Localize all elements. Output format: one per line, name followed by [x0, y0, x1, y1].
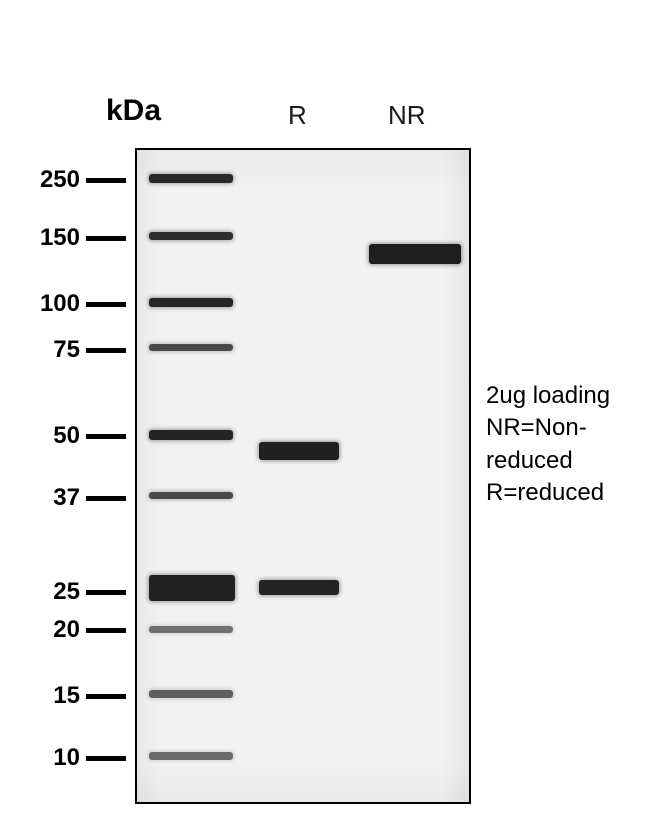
ladder-band — [149, 690, 233, 698]
ladder-band — [149, 626, 233, 633]
ladder-band — [149, 492, 233, 499]
mw-tick — [86, 348, 126, 353]
axis-title-kda: kDa — [106, 94, 161, 128]
ladder-band — [149, 174, 233, 183]
mw-label: 10 — [20, 744, 80, 772]
mw-tick — [86, 178, 126, 183]
mw-tick — [86, 496, 126, 501]
annotation-line-1: 2ug loading — [486, 380, 610, 412]
nr-lane-band — [369, 244, 461, 264]
mw-label: 15 — [20, 682, 80, 710]
annotation-line-4: R=reduced — [486, 477, 610, 509]
mw-tick — [86, 756, 126, 761]
mw-label: 100 — [20, 290, 80, 318]
annotation-line-2: NR=Non- — [486, 412, 610, 444]
mw-label: 50 — [20, 422, 80, 450]
ladder-band — [149, 575, 235, 601]
ladder-band — [149, 752, 233, 760]
mw-label: 75 — [20, 336, 80, 364]
ladder-band — [149, 298, 233, 307]
loading-annotation: 2ug loading NR=Non- reduced R=reduced — [486, 380, 610, 510]
gel-image — [135, 148, 471, 804]
r-lane-band — [259, 442, 339, 460]
mw-tick — [86, 628, 126, 633]
lane-header-r: R — [288, 100, 307, 131]
mw-tick — [86, 590, 126, 595]
mw-label: 250 — [20, 166, 80, 194]
mw-tick — [86, 694, 126, 699]
r-lane-band — [259, 580, 339, 595]
mw-tick — [86, 236, 126, 241]
mw-label: 20 — [20, 616, 80, 644]
mw-label: 25 — [20, 578, 80, 606]
annotation-line-3: reduced — [486, 445, 610, 477]
ladder-band — [149, 344, 233, 351]
mw-tick — [86, 434, 126, 439]
ladder-band — [149, 232, 233, 240]
mw-tick — [86, 302, 126, 307]
figure-container: kDa R NR 250 150 100 75 50 37 25 20 15 10 2ug loa… — [0, 0, 650, 833]
mw-label: 37 — [20, 484, 80, 512]
ladder-band — [149, 430, 233, 440]
lane-header-nr: NR — [388, 100, 426, 131]
mw-label: 150 — [20, 224, 80, 252]
